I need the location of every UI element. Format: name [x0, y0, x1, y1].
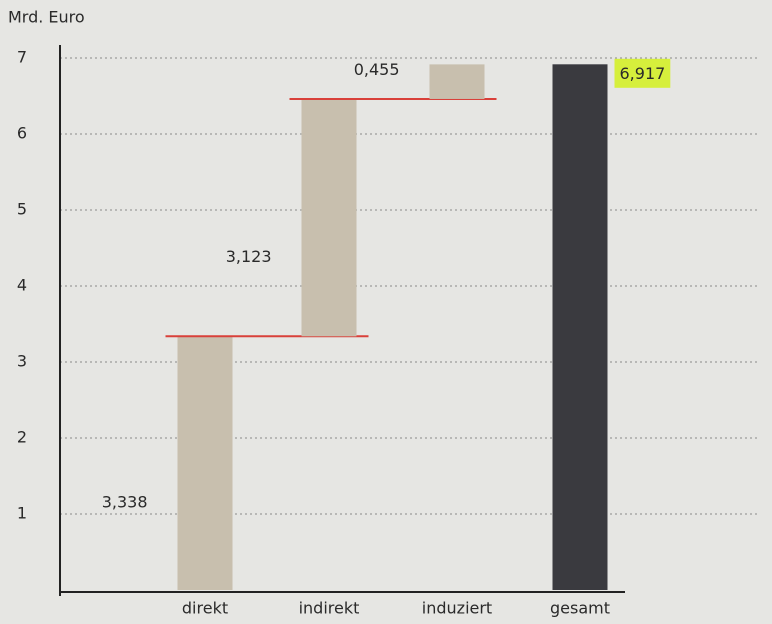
- x-tick-label: induziert: [422, 599, 492, 618]
- x-tick-label: direkt: [182, 599, 228, 618]
- value-label: 3,338: [102, 493, 148, 512]
- y-tick-label: 2: [17, 428, 27, 447]
- value-label: 3,123: [226, 247, 272, 266]
- bar: [552, 64, 608, 591]
- value-highlight: [614, 58, 671, 88]
- y-tick-label: 1: [17, 504, 27, 523]
- bar: [429, 64, 485, 99]
- y-tick-label: 3: [17, 352, 27, 371]
- x-tick-label: gesamt: [550, 599, 610, 618]
- y-tick-label: 7: [17, 48, 27, 67]
- value-label: 6,917: [620, 64, 666, 83]
- value-label: 0,455: [354, 60, 400, 79]
- y-tick-label: 6: [17, 124, 27, 143]
- bar: [177, 336, 233, 590]
- y-tick-label: 5: [17, 200, 27, 219]
- y-axis-label: Mrd. Euro: [8, 8, 85, 27]
- y-tick-label: 4: [17, 276, 27, 295]
- bar: [301, 98, 357, 337]
- x-tick-label: indirekt: [299, 599, 360, 618]
